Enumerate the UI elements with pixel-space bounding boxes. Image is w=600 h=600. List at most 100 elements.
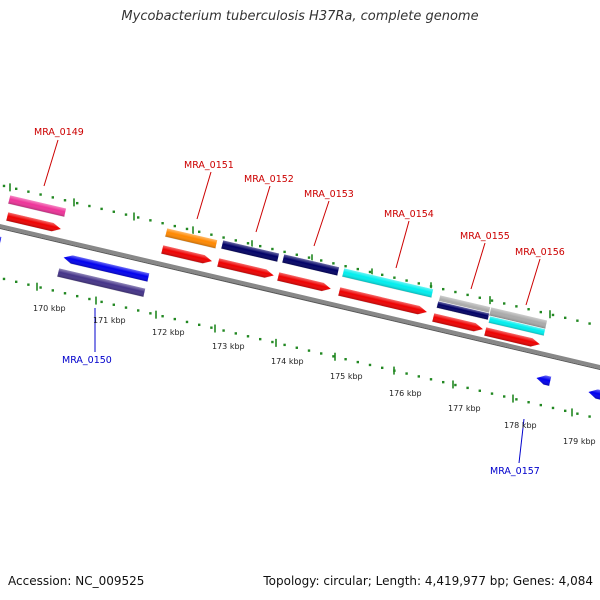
cog-box-mra0155-b-shade	[436, 301, 490, 320]
outer-track-dot	[100, 207, 103, 211]
cds-mra0156-shade	[483, 327, 541, 347]
inner-track-dot	[576, 412, 579, 415]
inner-track-dot	[417, 375, 420, 378]
backbone-line	[0, 223, 600, 370]
inner-track-dot	[307, 349, 311, 352]
tick-label: 170 kbp	[33, 304, 66, 313]
outer-track-dot	[417, 282, 420, 285]
inner-track-dot	[356, 360, 359, 364]
outer-track-dot	[185, 227, 189, 231]
backbone-shadow	[0, 227, 600, 371]
inner-track-dot	[478, 389, 481, 392]
outer-track-dot	[344, 265, 347, 268]
cds-mra0155	[431, 312, 485, 332]
inner-track-dot	[27, 283, 30, 286]
cds-mra0154-shade	[337, 287, 428, 315]
inner-track-dot	[320, 352, 323, 355]
outer-track-dot	[234, 239, 237, 242]
cds-right-edge-shade	[587, 389, 600, 400]
gene-label-leader	[470, 242, 486, 290]
outer-track-dot	[368, 270, 372, 274]
outer-track-dot	[466, 293, 469, 297]
outer-track-dot	[478, 296, 481, 299]
cog-box-mra0149-shade	[7, 195, 67, 218]
outer-track-dot	[137, 216, 140, 219]
cds-mra0156	[483, 326, 542, 348]
gene-label: MRA_0155	[460, 231, 510, 242]
outer-track-dot	[320, 259, 323, 262]
inner-track-dot	[198, 323, 201, 327]
outer-track-dot	[454, 290, 457, 294]
outer-track-dot	[210, 233, 213, 236]
gene-features	[0, 194, 600, 401]
tick-label: 176 kbp	[389, 389, 422, 398]
outer-track-dot	[283, 250, 286, 254]
cog-box-mra0153-shade	[281, 254, 340, 276]
gene-label: MRA_0156	[515, 247, 565, 258]
cog-box-mra0150	[56, 267, 147, 298]
cog-box-mra0151-shade	[164, 228, 218, 249]
cds-mra0151-shade	[160, 245, 213, 264]
accession-label: Accession: NC_009525	[8, 574, 145, 588]
outer-track-dot	[76, 201, 79, 205]
outer-track-dot	[271, 247, 274, 251]
inner-track-dot	[588, 415, 591, 418]
inner-track-dot	[15, 280, 18, 284]
inner-track-dot	[161, 315, 164, 318]
outer-track-dot	[356, 267, 359, 271]
gene-label-leader	[313, 200, 330, 247]
outer-track-dot	[39, 193, 42, 196]
gene-label: MRA_0154	[384, 209, 434, 220]
kbp-tick-labels: 170 kbp 171 kbp 172 kbp 173 kbp 174 kbp 175 k…	[33, 304, 596, 446]
outer-track-dot	[112, 210, 115, 213]
outer-track-dot	[564, 316, 567, 320]
gene-label: MRA_0149	[34, 127, 84, 138]
cog-box-mra0156-b-shade	[488, 316, 546, 336]
cog-box-mra0149	[7, 194, 67, 218]
cog-box-mra0150-shade	[56, 268, 146, 298]
cog-box-mra0152-shade	[220, 240, 280, 263]
gene-label: MRA_0150	[62, 355, 112, 366]
cog-box-mra0153	[281, 253, 340, 277]
outer-track-dot	[27, 190, 30, 193]
cds-left-edge	[0, 234, 3, 246]
inner-track-dot	[515, 398, 518, 401]
cds-mra0149	[5, 211, 63, 232]
outer-tick-track	[2, 183, 591, 325]
cds-mra0157-shade	[535, 375, 552, 387]
outer-track-dot	[576, 319, 579, 322]
cds-mra0151	[160, 244, 214, 264]
outer-track-dot	[490, 299, 494, 302]
tick-label: 178 kbp	[504, 421, 537, 430]
inner-track-dot	[405, 372, 408, 375]
outer-track-dot	[198, 230, 201, 234]
inner-track-dot	[39, 286, 42, 289]
inner-tick-track	[2, 277, 591, 418]
inner-track-dot	[368, 363, 372, 367]
inner-track-dot	[564, 409, 567, 413]
cog-box-mra0154-shade	[341, 268, 434, 298]
cds-mra0153-shade	[276, 272, 332, 292]
outer-track-dot	[503, 302, 506, 305]
outer-track-dot	[381, 273, 384, 277]
outer-track-dot	[63, 199, 67, 202]
inner-track-dot	[51, 289, 54, 292]
gene-label: MRA_0151	[184, 160, 234, 171]
outer-track-dot	[15, 187, 18, 191]
inner-track-dot	[551, 406, 555, 410]
inner-track-dot	[503, 395, 506, 398]
inner-track-dot	[381, 366, 384, 370]
tick-label: 175 kbp	[330, 372, 363, 381]
cds-mra0149-shade	[5, 212, 62, 232]
cog-box-mra0156-b	[488, 315, 546, 337]
inner-track-dot	[222, 329, 225, 332]
inner-track-dot	[429, 378, 433, 381]
cds-mra0152	[216, 257, 276, 279]
outer-track-dot	[307, 256, 311, 259]
outer-track-dot	[527, 308, 530, 311]
outer-track-dot	[222, 236, 225, 239]
cog-box-mra0151	[164, 227, 218, 250]
cds-mra0155-shade	[431, 313, 484, 332]
outer-track-dot	[515, 305, 518, 308]
outer-track-dot	[149, 219, 152, 222]
